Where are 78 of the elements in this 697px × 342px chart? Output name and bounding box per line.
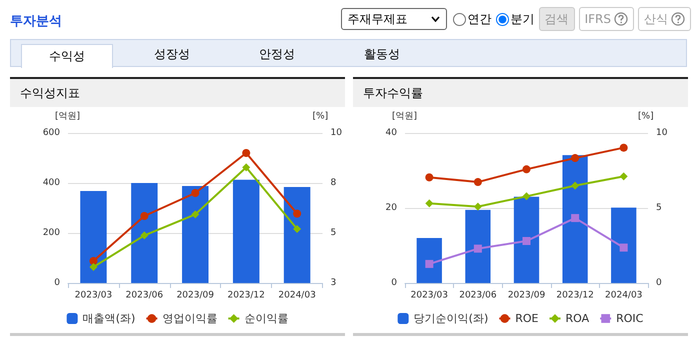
y-tick-label: 0 xyxy=(54,278,60,288)
point xyxy=(474,202,482,211)
y2-tick-label: 5 xyxy=(656,203,662,213)
point xyxy=(425,260,434,268)
y-tick-label: 600 xyxy=(42,128,60,138)
point xyxy=(425,199,434,208)
text: 투자분석 xyxy=(10,13,62,30)
point xyxy=(242,149,250,157)
point xyxy=(474,178,482,186)
bar xyxy=(514,196,540,283)
legend-label: 당기순이익(좌) xyxy=(414,312,488,325)
point xyxy=(571,214,580,222)
point xyxy=(140,231,148,240)
point xyxy=(191,189,200,197)
chart-title: 수익성지표 xyxy=(10,77,345,107)
y-axis-title: [억원] xyxy=(392,112,417,122)
bar xyxy=(562,155,588,283)
point xyxy=(571,182,580,190)
x-tick-label: 2023/03 xyxy=(410,290,448,300)
text: IFRS xyxy=(578,7,634,31)
text: 검색 xyxy=(538,7,575,31)
chart-title: 투자수익률 xyxy=(353,77,688,107)
x-tick-label: 2023/12 xyxy=(227,290,265,300)
x-tick-label: 2024/03 xyxy=(278,290,316,300)
y-tick-label: 400 xyxy=(42,178,60,188)
legend-label: ROIC xyxy=(616,312,644,325)
legend-label: ROE xyxy=(515,312,539,325)
y2-tick-label: 10 xyxy=(330,128,342,138)
bar xyxy=(465,210,491,283)
y2-tick-label: 10 xyxy=(656,128,668,138)
point xyxy=(425,173,434,182)
y2-tick-label: 3 xyxy=(330,278,336,288)
y2-tick-label: 0 xyxy=(656,278,662,288)
text: 수익성 xyxy=(21,44,113,68)
legend-label: 매출액(좌) xyxy=(82,312,136,325)
text: 산식 xyxy=(638,7,691,31)
point xyxy=(522,192,530,200)
bar xyxy=(416,238,442,283)
legend-label: 순이익률 xyxy=(244,312,288,325)
legend-label: ROA xyxy=(565,312,590,325)
legend-label: 영업이익률 xyxy=(162,312,218,325)
point xyxy=(620,172,628,180)
y-axis-title: [억원] xyxy=(54,112,80,122)
y2-tick-label: 8 xyxy=(330,178,337,188)
point xyxy=(293,225,302,233)
text: 안정성 xyxy=(258,46,296,62)
point xyxy=(474,244,482,253)
x-tick-label: 2023/06 xyxy=(126,290,164,300)
y2-tick-label: 5 xyxy=(330,228,336,238)
point xyxy=(620,244,628,252)
point xyxy=(242,163,250,172)
x-tick-label: 2024/03 xyxy=(605,290,642,300)
y-tick-label: 200 xyxy=(42,228,60,238)
y2-axis-title: [%] xyxy=(638,112,654,122)
x-tick-label: 2023/12 xyxy=(556,290,594,300)
point xyxy=(293,210,302,218)
x-tick-label: 2023/09 xyxy=(176,290,214,300)
point xyxy=(522,165,530,174)
point xyxy=(191,210,200,218)
text: 주재무제표 xyxy=(348,10,408,28)
point xyxy=(571,154,580,162)
point xyxy=(522,237,530,245)
x-tick-label: 2023/03 xyxy=(74,290,112,300)
point xyxy=(140,212,148,220)
y-tick-label: 40 xyxy=(386,128,398,138)
text: 성장성 xyxy=(153,46,191,62)
y-tick-label: 20 xyxy=(386,203,398,213)
bar xyxy=(611,208,636,283)
text: 활동성 xyxy=(363,46,401,62)
y2-axis-title: [%] xyxy=(312,112,328,122)
y-tick-label: 0 xyxy=(391,278,398,288)
point xyxy=(89,263,98,271)
x-tick-label: 2023/09 xyxy=(508,290,546,300)
x-tick-label: 2023/06 xyxy=(459,290,497,300)
point xyxy=(89,257,98,265)
text: 분기 xyxy=(510,10,535,28)
text: 연간 xyxy=(468,10,492,28)
point xyxy=(620,144,628,152)
